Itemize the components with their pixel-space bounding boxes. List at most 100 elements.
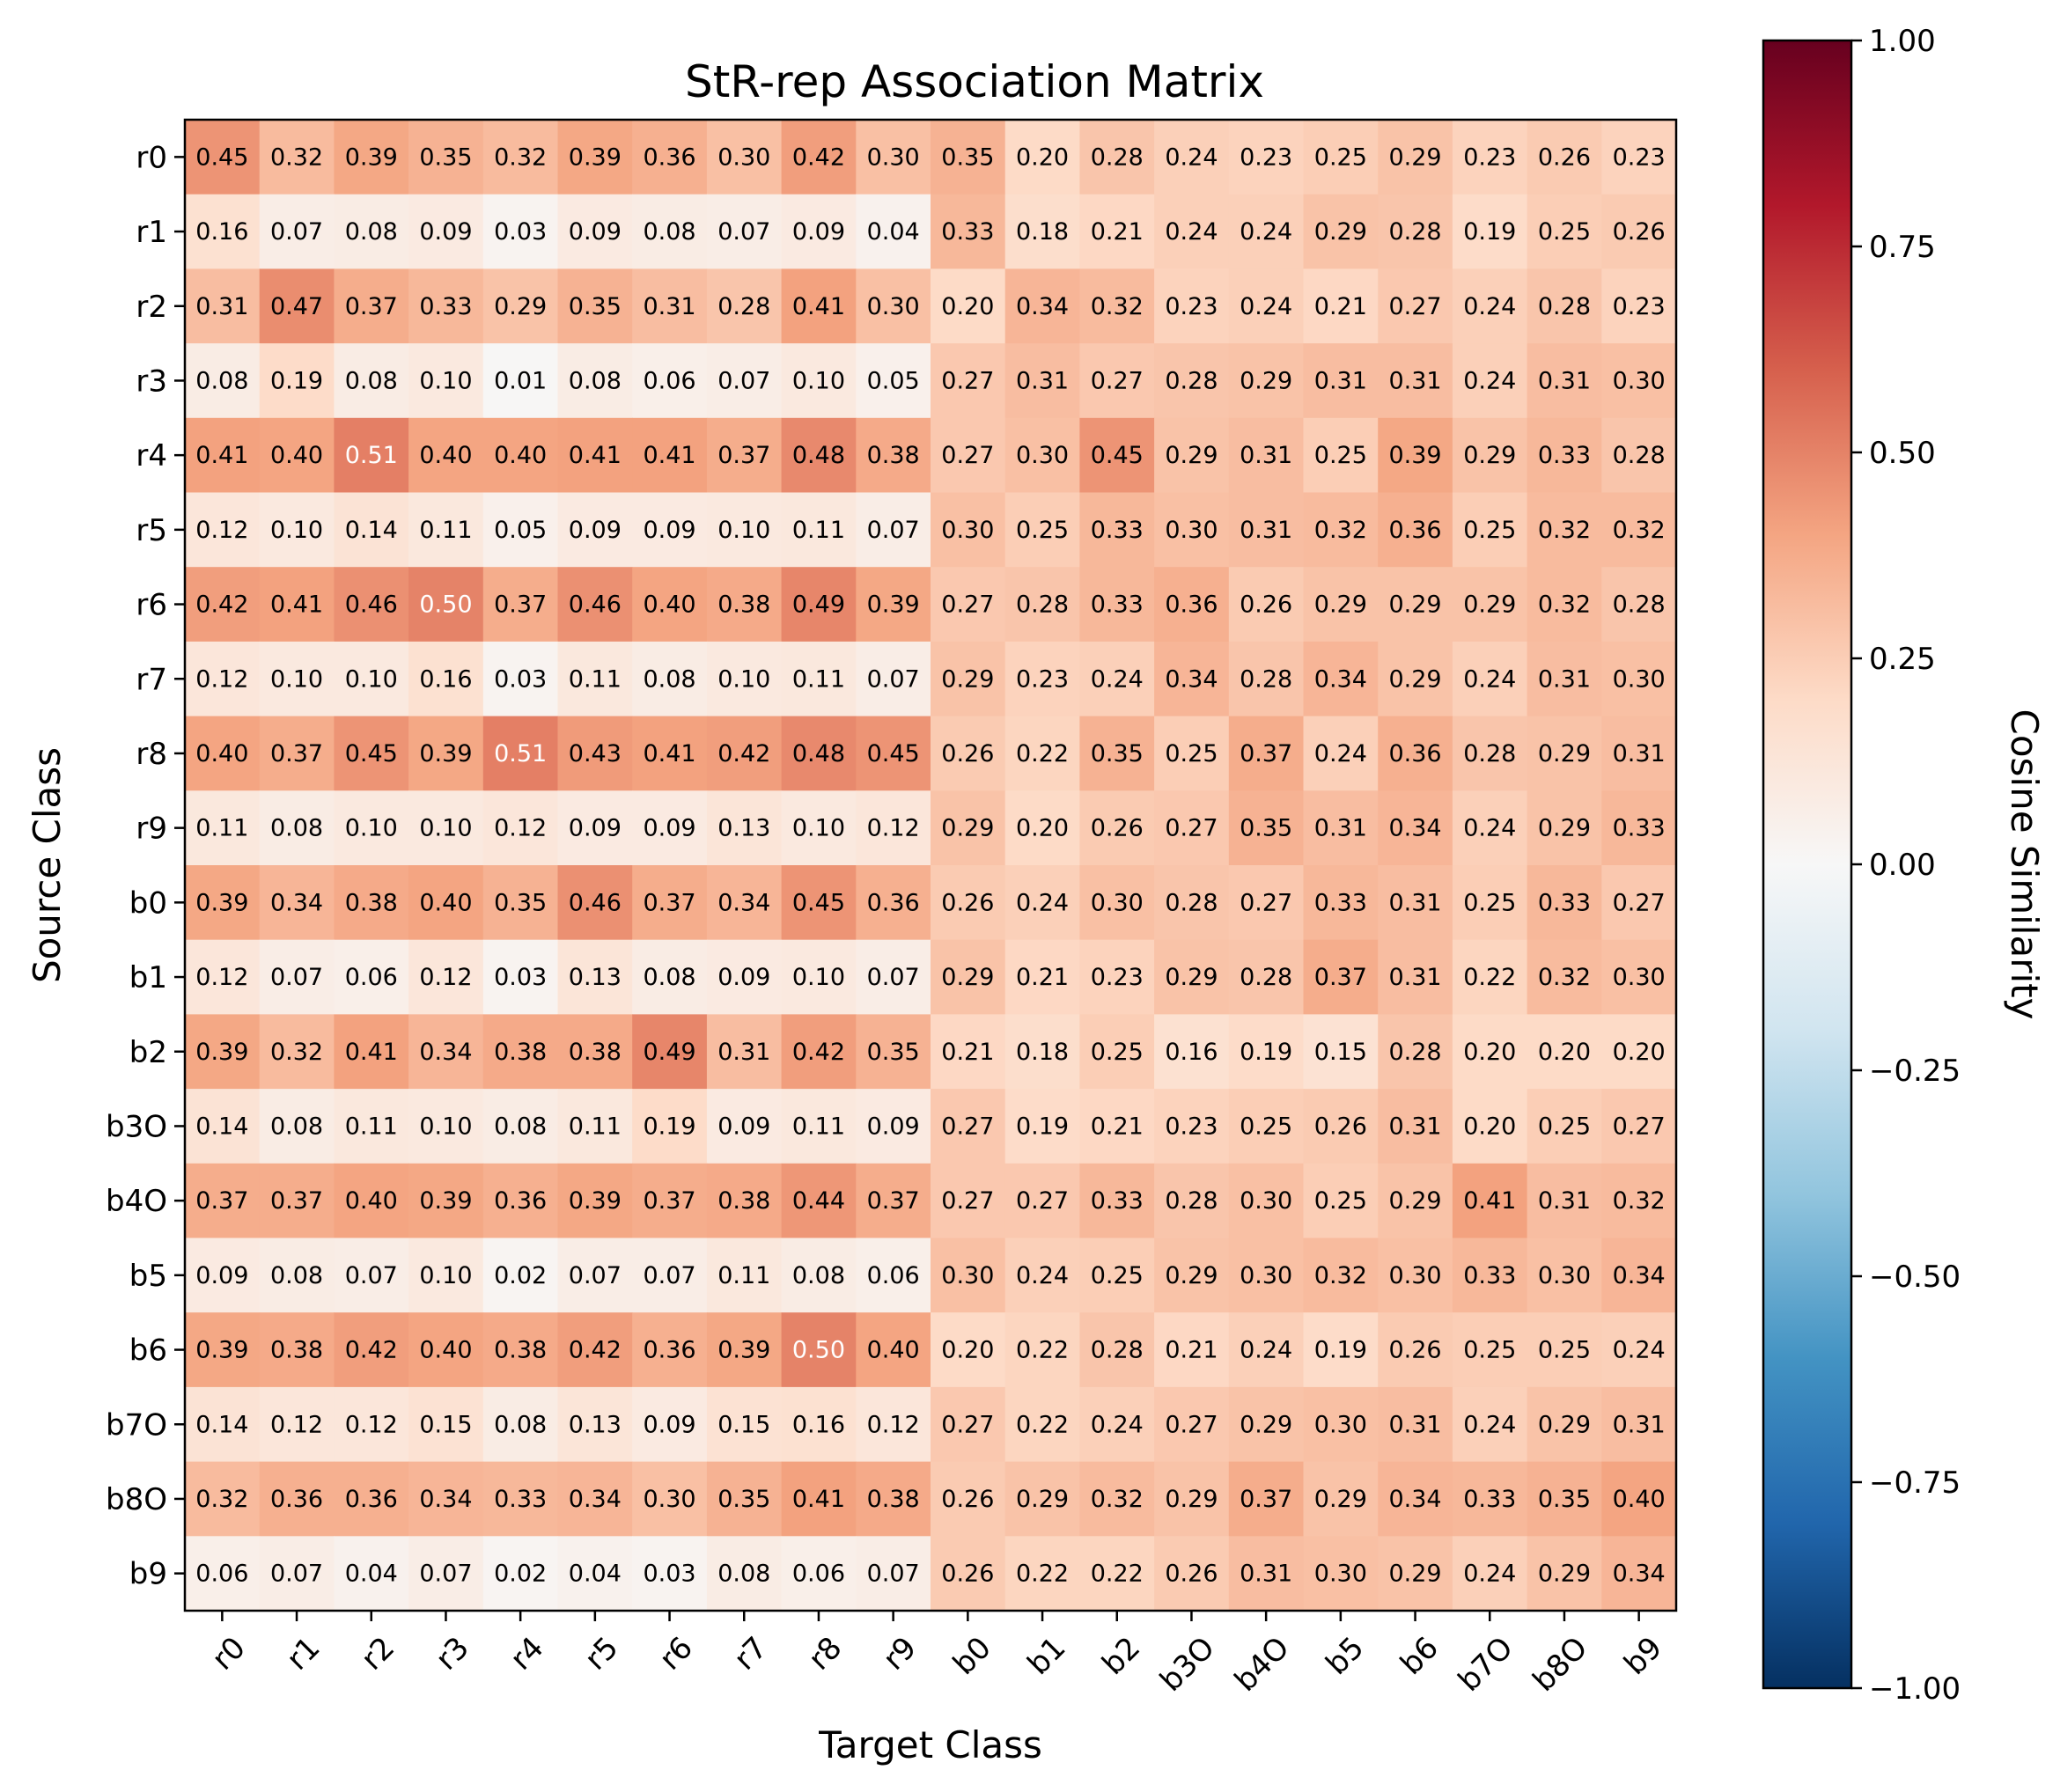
cell-value-label: 0.38	[867, 442, 920, 469]
heatmap-cell	[706, 790, 783, 866]
heatmap-cell	[856, 417, 931, 494]
heatmap-cell	[259, 1536, 335, 1612]
cell-value-label: 0.30	[1165, 517, 1218, 544]
heatmap-cell	[931, 1461, 1006, 1537]
cell-value-label: 0.09	[717, 1113, 770, 1140]
heatmap-cell	[1303, 790, 1379, 866]
cell-value-label: 0.24	[1240, 1337, 1292, 1364]
cell-value-label: 0.41	[792, 293, 845, 320]
cell-value-label: 0.42	[345, 1337, 398, 1364]
y-tick-label: r2	[136, 290, 167, 325]
heatmap-cell	[185, 268, 261, 344]
cell-value-label: 0.03	[643, 1561, 695, 1588]
cell-value-label: 0.34	[1388, 815, 1441, 842]
heatmap-cell	[1004, 790, 1080, 866]
x-tick-label: b8O	[1527, 1630, 1595, 1699]
cell-value-label: 0.34	[419, 1486, 472, 1513]
heatmap-cell	[1004, 268, 1080, 344]
heatmap-cell	[259, 1163, 335, 1239]
cell-value-label: 0.19	[270, 367, 323, 394]
heatmap-cell	[706, 417, 783, 494]
cell-value-label: 0.10	[792, 964, 845, 991]
heatmap-cell	[408, 716, 484, 791]
cell-value-label: 0.24	[1463, 367, 1516, 394]
heatmap-cell	[259, 567, 335, 643]
cell-value-label: 0.15	[717, 1411, 770, 1438]
cell-value-label: 0.07	[643, 1262, 695, 1289]
heatmap-cell	[1079, 417, 1155, 494]
heatmap-cell	[408, 417, 484, 494]
y-tick-label: b8O	[106, 1482, 167, 1517]
cell-value-label: 0.09	[717, 964, 770, 991]
cell-value-label: 0.34	[1016, 293, 1069, 320]
cell-value-label: 0.37	[1240, 1486, 1292, 1513]
cell-value-label: 0.07	[867, 964, 920, 991]
cell-value-label: 0.35	[867, 1039, 920, 1066]
heatmap-cell	[1452, 790, 1528, 866]
heatmap-cell	[1004, 939, 1080, 1015]
cell-value-label: 0.36	[345, 1486, 398, 1513]
y-tick-label: b5	[129, 1259, 167, 1294]
cell-value-label: 0.29	[1240, 1411, 1292, 1438]
heatmap-cell	[1228, 1014, 1305, 1090]
cell-value-label: 0.48	[792, 442, 845, 469]
heatmap-cell	[1303, 492, 1379, 568]
heatmap-cell	[1601, 1536, 1677, 1612]
heatmap-cell	[334, 120, 409, 195]
heatmap-cell	[1004, 194, 1080, 269]
heatmap-cell	[482, 1461, 559, 1537]
heatmap-cell	[931, 939, 1006, 1015]
cell-value-label: 0.32	[1538, 964, 1591, 991]
heatmap-cell	[781, 1089, 857, 1164]
cell-value-label: 0.38	[494, 1337, 547, 1364]
cell-value-label: 0.30	[1016, 442, 1069, 469]
heatmap-cell	[482, 567, 559, 643]
heatmap-cell	[408, 1089, 484, 1164]
heatmap-cell	[1601, 194, 1677, 269]
cell-value-label: 0.25	[1016, 517, 1069, 544]
heatmap-cell	[1154, 1163, 1230, 1239]
x-tick-label: r1	[280, 1630, 327, 1677]
heatmap-cell	[1228, 1386, 1305, 1463]
heatmap-cell	[856, 120, 931, 195]
heatmap-cell	[781, 492, 857, 568]
heatmap-cell	[632, 865, 708, 941]
heatmap-cell	[781, 1163, 857, 1239]
heatmap-cell	[781, 1238, 857, 1313]
heatmap-cell	[1154, 939, 1230, 1015]
heatmap-cell	[482, 343, 559, 419]
heatmap-cell	[632, 268, 708, 344]
heatmap-cell	[706, 939, 783, 1015]
heatmap-cell	[482, 492, 559, 568]
cell-value-label: 0.07	[270, 964, 323, 991]
cell-value-label: 0.08	[494, 1113, 547, 1140]
heatmap-cell	[482, 641, 559, 717]
heatmap-cell	[1228, 939, 1305, 1015]
cell-value-label: 0.28	[1463, 740, 1516, 767]
cell-value-label: 0.09	[643, 1411, 695, 1438]
cell-value-label: 0.31	[717, 1039, 770, 1066]
heatmap-cell	[557, 1014, 633, 1090]
heatmap-cell	[1452, 1312, 1528, 1388]
cell-value-label: 0.22	[1016, 1561, 1069, 1588]
heatmap-cell	[1004, 1089, 1080, 1164]
cell-value-label: 0.38	[717, 591, 770, 619]
cell-value-label: 0.36	[1165, 591, 1218, 619]
cell-value-label: 0.26	[1091, 815, 1144, 842]
heatmap-cell	[706, 1536, 783, 1612]
heatmap-cell	[408, 1386, 484, 1463]
cell-value-label: 0.36	[867, 889, 920, 916]
cell-value-label: 0.03	[494, 218, 547, 246]
cell-value-label: 0.28	[1016, 591, 1069, 619]
colorbar-label: Cosine Similarity	[2003, 709, 2046, 1020]
heatmap-cell	[482, 1238, 559, 1313]
cell-value-label: 0.29	[494, 293, 547, 320]
cell-value-label: 0.42	[195, 591, 248, 619]
heatmap-cell	[1154, 865, 1230, 941]
x-axis-label: Target Class	[818, 1723, 1042, 1766]
heatmap-cell	[1303, 1536, 1379, 1612]
cell-value-label: 0.42	[792, 143, 845, 171]
heatmap-cell	[1601, 120, 1677, 195]
heatmap-cell	[1004, 1238, 1080, 1313]
heatmap-cell	[557, 1386, 633, 1463]
